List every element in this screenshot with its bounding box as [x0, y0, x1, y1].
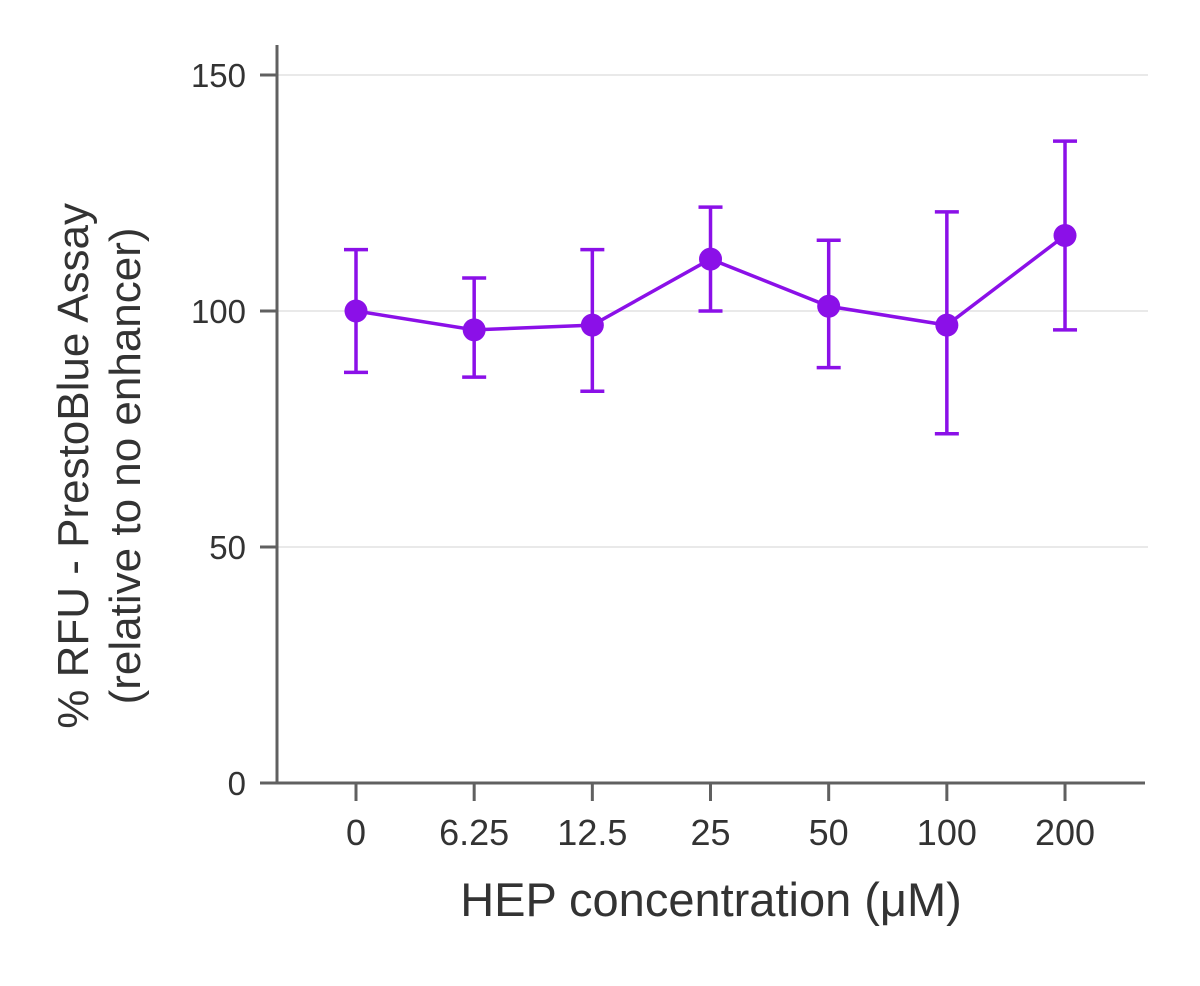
x-tick-label: 6.25 — [439, 812, 509, 853]
data-point — [699, 247, 723, 271]
y-tick-label: 0 — [228, 765, 246, 802]
y-tick-label: 150 — [191, 57, 246, 94]
x-tick-label: 12.5 — [557, 812, 627, 853]
y-axis-title-line1: % RFU - PrestoBlue Assay — [49, 203, 99, 729]
y-axis-title: % RFU - PrestoBlue Assay (relative to no… — [48, 16, 152, 916]
data-point — [462, 318, 486, 342]
x-tick-label: 200 — [1035, 812, 1095, 853]
data-point — [344, 299, 368, 323]
data-point — [817, 294, 841, 318]
y-tick-label: 50 — [209, 529, 246, 566]
data-point — [1053, 223, 1077, 247]
data-point — [580, 313, 604, 337]
data-point — [935, 313, 959, 337]
x-axis-title: HEP concentration (μM) — [460, 873, 962, 926]
x-tick-label: 0 — [346, 812, 366, 853]
x-tick-label: 25 — [690, 812, 730, 853]
x-tick-label: 100 — [917, 812, 977, 853]
x-tick-label: 50 — [809, 812, 849, 853]
y-axis-title-line2: (relative to no enhancer) — [101, 227, 150, 705]
y-tick-label: 100 — [191, 293, 246, 330]
